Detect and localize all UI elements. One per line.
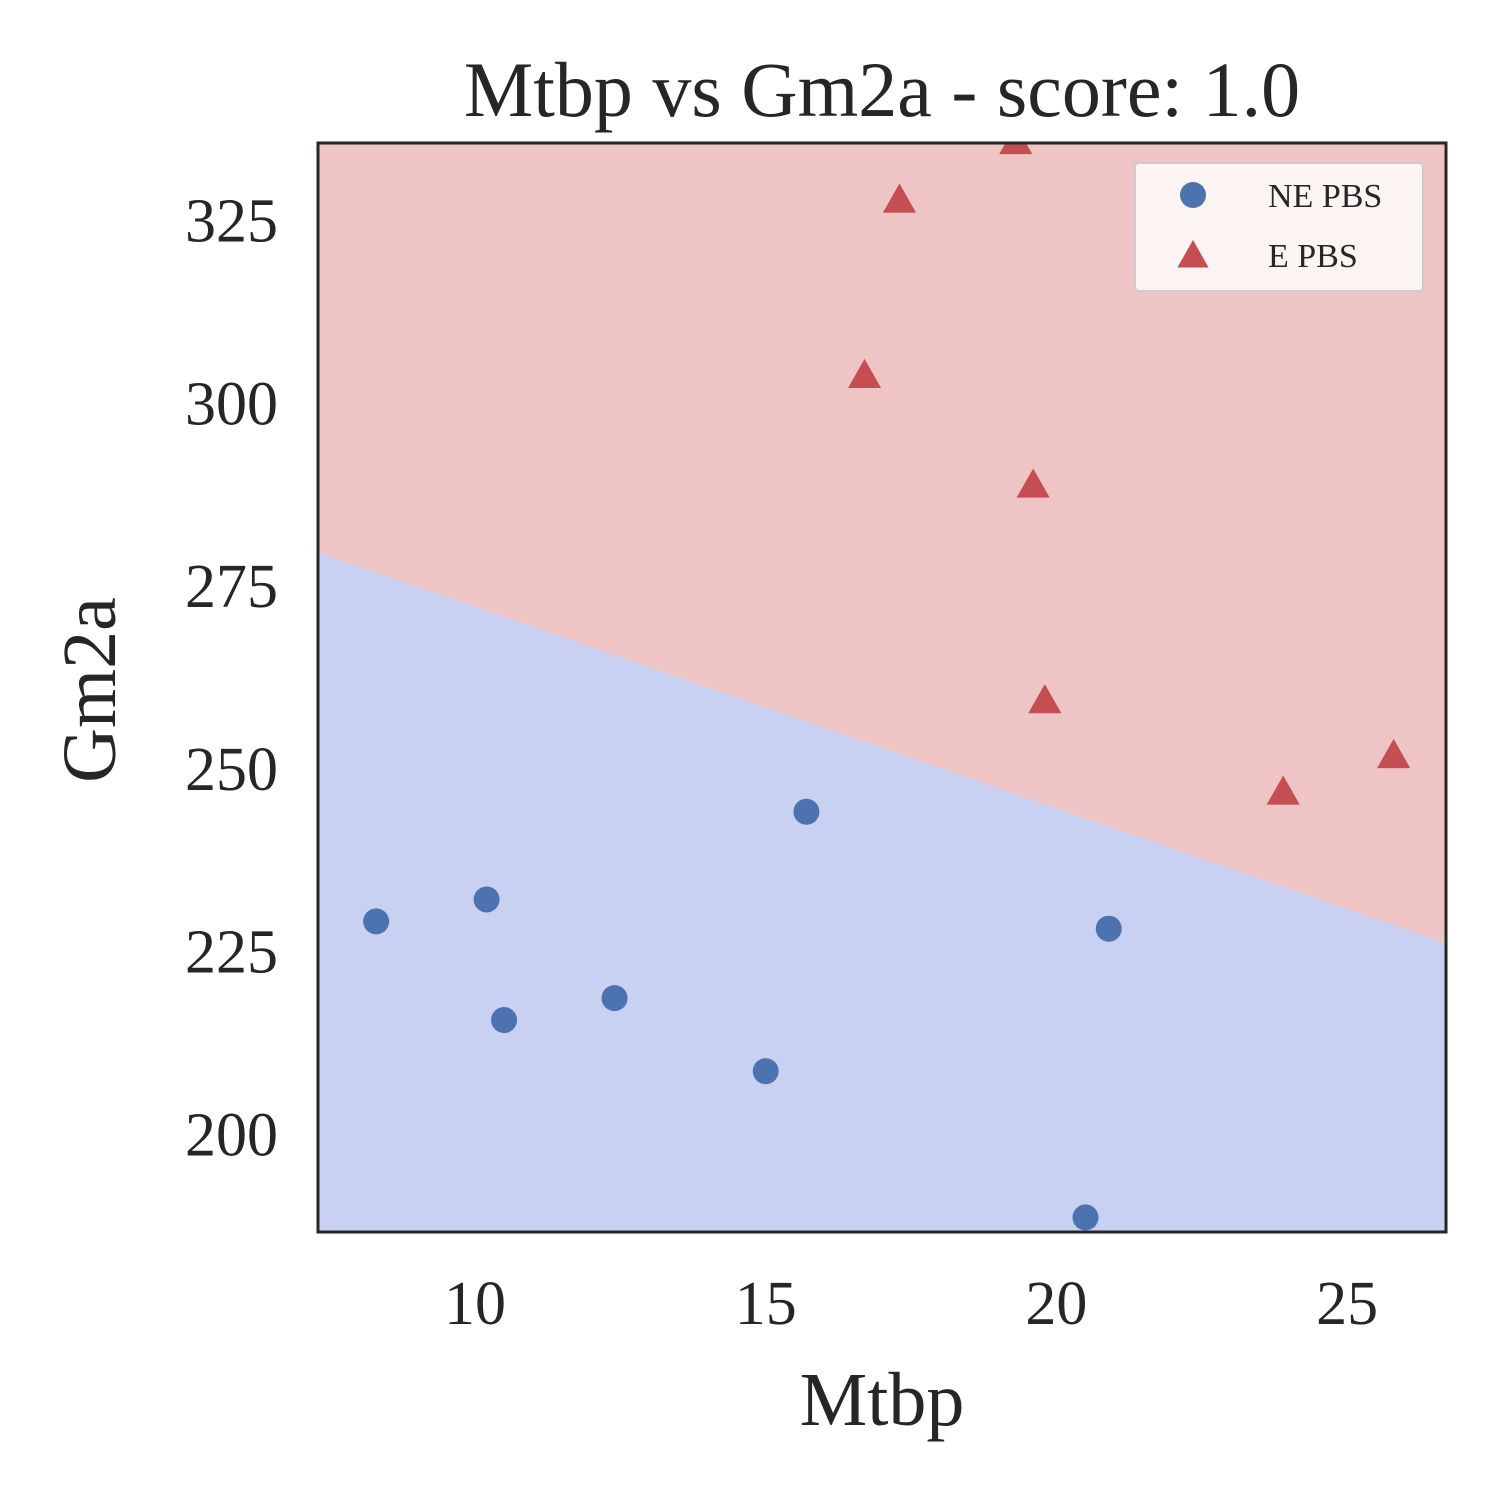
ne-pbs-point	[601, 985, 628, 1012]
y-tick-label: 325	[185, 188, 278, 256]
ne-pbs-point	[1072, 1204, 1099, 1231]
e-pbs-point	[847, 358, 882, 389]
region-ne-pbs	[318, 552, 1446, 1232]
y-tick-label: 200	[185, 1101, 278, 1169]
x-axis-label: Mtbp	[800, 1358, 965, 1442]
x-tick-label: 15	[735, 1270, 797, 1338]
legend-label-e-pbs: E PBS	[1268, 238, 1358, 275]
ne-pbs-point	[793, 798, 820, 825]
e-pbs-point	[1016, 468, 1050, 498]
x-tick-label: 25	[1316, 1270, 1378, 1338]
y-tick-label: 275	[185, 553, 278, 621]
ne-pbs-point	[363, 908, 390, 935]
x-tick-label: 10	[444, 1270, 506, 1338]
chart-title: Mtbp vs Gm2a - score: 1.0	[464, 46, 1300, 133]
ne-pbs-point	[752, 1058, 779, 1085]
plot-frame	[316, 141, 1448, 1234]
legend-label-ne-pbs: NE PBS	[1268, 178, 1382, 215]
legend-box	[1134, 162, 1424, 292]
legend: NE PBS E PBS	[1134, 162, 1424, 292]
e-pbs-point	[1377, 738, 1411, 769]
e-pbs-point	[1266, 775, 1300, 805]
x-tick-label: 20	[1025, 1270, 1087, 1338]
legend-marker-ne-pbs	[1180, 182, 1206, 208]
e-pbs-point	[1028, 684, 1062, 714]
y-axis-label: Gm2a	[48, 597, 132, 783]
y-tick-label: 250	[185, 736, 278, 804]
ne-pbs-point	[1095, 915, 1122, 942]
ne-pbs-point	[491, 1007, 518, 1034]
x-axis-ticks: 10 15 20 25	[444, 1270, 1378, 1338]
e-pbs-point	[999, 143, 1033, 155]
y-tick-label: 300	[185, 370, 278, 438]
region-e-pbs	[318, 143, 1446, 944]
y-tick-label: 225	[185, 919, 278, 987]
y-axis-ticks: 200 225 250 275 300 325	[185, 188, 278, 1170]
legend-marker-e-pbs	[1177, 240, 1209, 268]
data-markers	[363, 143, 1411, 1231]
decision-regions	[318, 143, 1446, 1232]
ne-pbs-point	[473, 886, 500, 913]
e-pbs-point	[882, 183, 917, 213]
